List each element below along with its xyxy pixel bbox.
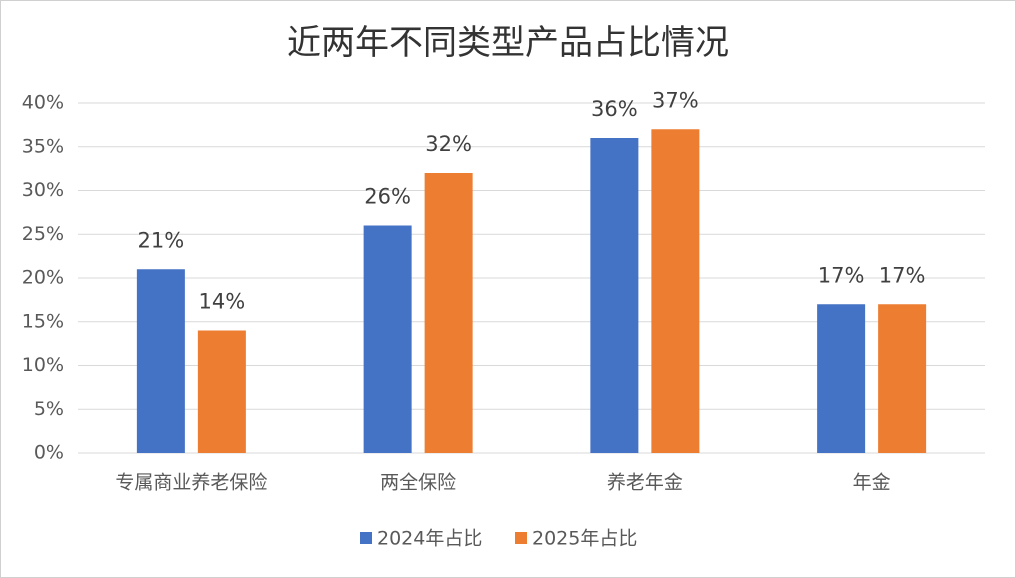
bar xyxy=(878,304,927,453)
value-label: 32% xyxy=(425,132,472,156)
y-tick-label: 10% xyxy=(22,354,64,376)
y-tick-label: 0% xyxy=(34,442,64,464)
chart-title: 近两年不同类型产品占比情况 xyxy=(287,23,729,63)
legend-label: 2024年占比 xyxy=(377,528,482,550)
legend-swatch xyxy=(360,532,372,544)
y-tick-label: 30% xyxy=(22,179,64,201)
x-tick-label: 年金 xyxy=(853,472,891,494)
y-tick-label: 35% xyxy=(22,135,64,157)
y-tick-label: 20% xyxy=(22,267,64,289)
x-tick-label: 养老年金 xyxy=(607,472,683,494)
bar xyxy=(424,173,473,453)
x-tick-label: 专属商业养老保险 xyxy=(115,472,267,494)
value-label: 37% xyxy=(652,88,699,112)
value-label: 26% xyxy=(364,185,411,209)
y-tick-label: 25% xyxy=(22,223,64,245)
y-tick-label: 40% xyxy=(22,92,64,114)
value-label: 17% xyxy=(818,263,865,287)
bar xyxy=(651,129,700,453)
legend-swatch xyxy=(515,532,527,544)
value-label: 36% xyxy=(591,97,638,121)
bar xyxy=(363,225,412,453)
value-label: 21% xyxy=(138,228,185,252)
bar xyxy=(817,304,866,453)
x-tick-label: 两全保险 xyxy=(380,472,456,494)
y-tick-label: 15% xyxy=(22,310,64,332)
bar xyxy=(197,330,246,453)
bar xyxy=(136,269,185,453)
bar xyxy=(590,138,639,453)
y-tick-label: 5% xyxy=(34,398,64,420)
value-label: 17% xyxy=(879,263,926,287)
legend-label: 2025年占比 xyxy=(532,528,637,550)
value-label: 14% xyxy=(199,290,246,314)
